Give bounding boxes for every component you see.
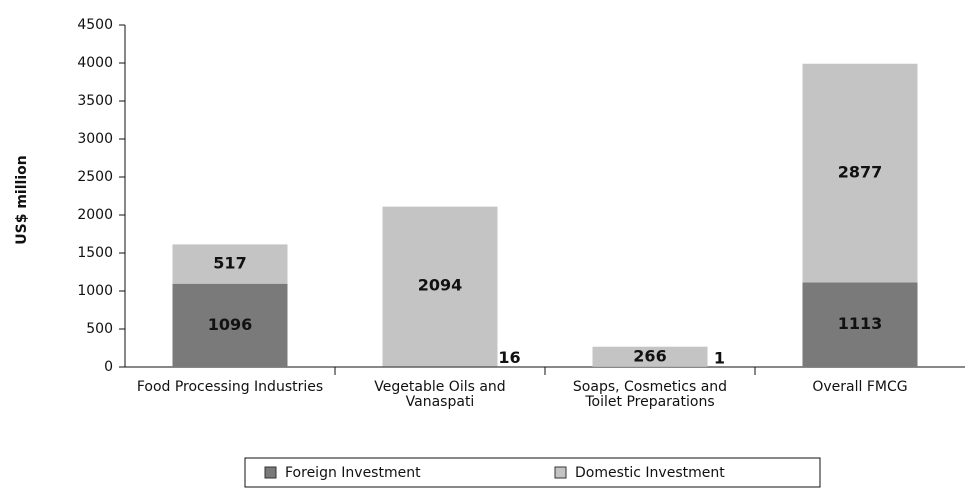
- legend-swatch: [264, 466, 277, 479]
- bar-segment: [382, 206, 498, 366]
- y-tick-label: 2000: [77, 207, 113, 223]
- data-label: 2877: [838, 163, 883, 182]
- data-label: 266: [633, 346, 666, 365]
- x-tick-label: Soaps, Cosmetics and Toilet Preparations: [572, 379, 728, 410]
- data-label: 517: [213, 254, 246, 273]
- y-tick-label: 3500: [77, 93, 113, 109]
- bar-segment: [172, 283, 288, 367]
- bar-segment: [802, 63, 918, 283]
- legend-box: [244, 457, 821, 488]
- data-label: 2094: [418, 276, 463, 295]
- data-label: 16: [498, 348, 520, 367]
- bar-segment: [802, 282, 918, 367]
- bar-segment: [382, 365, 498, 367]
- y-tick-label: 1500: [77, 245, 113, 261]
- x-tick-label: Overall FMCG: [812, 379, 908, 395]
- bar-segment: [172, 244, 288, 284]
- data-label: 1113: [838, 314, 883, 333]
- y-tick-label: 1000: [77, 283, 113, 299]
- y-tick-label: 2500: [77, 169, 113, 185]
- y-tick-label: 3000: [77, 131, 113, 147]
- bar-segment: [592, 346, 708, 367]
- y-tick-label: 500: [86, 321, 113, 337]
- data-label: 1096: [208, 315, 253, 334]
- y-tick-label: 0: [104, 359, 113, 375]
- x-tick-label: Vegetable Oils and Vanaspati: [374, 379, 506, 410]
- data-label: 1: [714, 348, 725, 367]
- legend-label: Domestic Investment: [575, 465, 725, 481]
- y-axis-label: US$ million: [14, 155, 30, 244]
- y-tick-label: 4000: [77, 55, 113, 71]
- legend-swatch: [554, 466, 567, 479]
- y-tick-label: 4500: [77, 17, 113, 33]
- x-tick-label: Food Processing Industries: [136, 379, 324, 395]
- legend-label: Foreign Investment: [285, 465, 421, 481]
